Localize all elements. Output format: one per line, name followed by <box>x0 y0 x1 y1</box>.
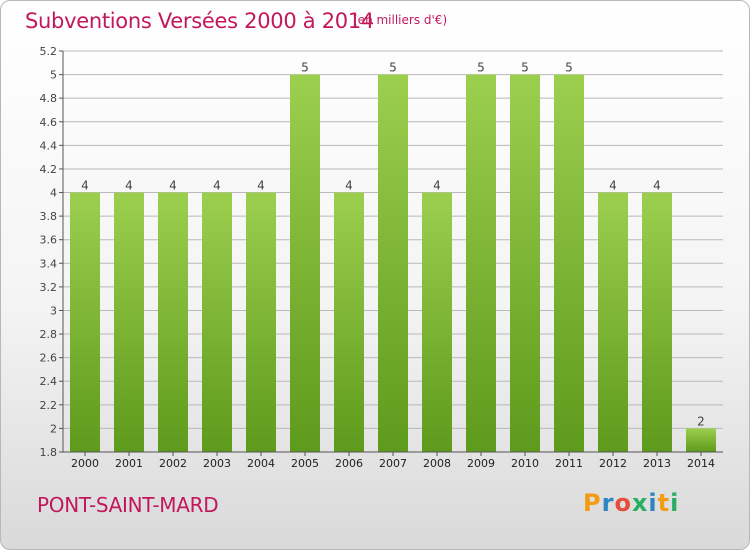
y-tick-label: 2.2 <box>40 399 58 412</box>
x-tick-label-2014: 2014 <box>687 457 715 470</box>
y-tick-label: 4.2 <box>40 163 58 176</box>
commune-name: PONT-SAINT-MARD <box>37 493 219 517</box>
y-tick-label: 4.8 <box>40 92 58 105</box>
data-label-2001: 4 <box>125 179 133 193</box>
y-tick-label: 3.6 <box>40 234 58 247</box>
y-tick-label: 2.6 <box>40 352 58 365</box>
logo-letter: P <box>583 489 602 517</box>
data-label-2013: 4 <box>653 179 661 193</box>
chart-title: Subventions Versées 2000 à 2014 <box>25 9 374 33</box>
logo-letter: o <box>614 489 632 517</box>
bar-2002 <box>158 192 188 452</box>
x-tick-label-2001: 2001 <box>115 457 143 470</box>
y-tick-label: 2 <box>50 422 57 435</box>
data-label-2002: 4 <box>169 179 177 193</box>
bar-2005 <box>290 74 320 453</box>
x-tick-label-2005: 2005 <box>291 457 319 470</box>
logo-letter: i <box>670 489 680 517</box>
bar-2004 <box>246 192 276 452</box>
x-tick-label-2008: 2008 <box>423 457 451 470</box>
y-tick-label: 2.4 <box>40 375 58 388</box>
x-tick-label-2002: 2002 <box>159 457 187 470</box>
data-label-2009: 5 <box>477 61 485 75</box>
x-tick-label-2003: 2003 <box>203 457 231 470</box>
data-label-2003: 4 <box>213 179 221 193</box>
bar-2007 <box>378 74 408 453</box>
data-label-2004: 4 <box>257 179 265 193</box>
bar-2001 <box>114 192 144 452</box>
y-tick-label: 3.4 <box>40 257 58 270</box>
data-label-2000: 4 <box>81 179 89 193</box>
data-label-2007: 5 <box>389 61 397 75</box>
data-label-2006: 4 <box>345 179 353 193</box>
data-label-2008: 4 <box>433 179 441 193</box>
y-axis-ticks: 1.8 2 2.2 2.4 2.6 2.8 3 3.2 3.4 3.6 3.8 4 4.2 4.4 4.6 4… <box>40 45 63 459</box>
x-tick-label-2010: 2010 <box>511 457 539 470</box>
y-tick-label: 2.8 <box>40 328 58 341</box>
bars <box>70 74 716 453</box>
bar-2006 <box>334 192 364 452</box>
data-label-2010: 5 <box>521 61 529 75</box>
x-axis-ticks: 2000 2001 2002 2003 2004 2005 2006 2007 2008 2009… <box>71 452 715 470</box>
x-tick-label-2007: 2007 <box>379 457 407 470</box>
logo-letter: r <box>601 489 615 517</box>
bar-2003 <box>202 192 232 452</box>
y-tick-label: 3 <box>50 304 57 317</box>
logo-letter: x <box>631 489 649 517</box>
x-tick-label-2013: 2013 <box>643 457 671 470</box>
x-tick-label-2000: 2000 <box>71 457 99 470</box>
bar-2012 <box>598 192 628 452</box>
data-label-2014: 2 <box>697 414 705 428</box>
bar-2000 <box>70 192 100 452</box>
y-tick-label: 4 <box>50 187 57 200</box>
bar-2010 <box>510 74 540 453</box>
bar-2011 <box>554 74 584 453</box>
bar-2009 <box>466 74 496 453</box>
data-label-2005: 5 <box>301 61 309 75</box>
logo-letter: t <box>657 489 671 517</box>
x-tick-label-2004: 2004 <box>247 457 275 470</box>
y-tick-label: 1.8 <box>40 446 58 459</box>
bar-2008 <box>422 192 452 452</box>
data-label-2011: 5 <box>565 61 573 75</box>
y-tick-label: 5 <box>50 69 57 82</box>
y-tick-label: 4.6 <box>40 116 58 129</box>
data-labels: 4 4 4 4 4 5 4 5 4 5 5 5 4 4 2 <box>81 61 705 429</box>
x-tick-label-2012: 2012 <box>599 457 627 470</box>
y-tick-label: 3.2 <box>40 281 58 294</box>
proxiti-logo: Proxiti <box>583 489 679 517</box>
logo-letter: i <box>648 489 658 517</box>
bar-2014 <box>686 428 716 452</box>
bar-2013 <box>642 192 672 452</box>
y-tick-label: 4.4 <box>40 139 58 152</box>
x-tick-label-2009: 2009 <box>467 457 495 470</box>
chart-subtitle: (en milliers d'€) <box>353 13 448 27</box>
data-label-2012: 4 <box>609 179 617 193</box>
y-tick-label: 5.2 <box>40 45 58 58</box>
x-tick-label-2011: 2011 <box>555 457 583 470</box>
x-tick-label-2006: 2006 <box>335 457 363 470</box>
y-tick-label: 3.8 <box>40 210 58 223</box>
